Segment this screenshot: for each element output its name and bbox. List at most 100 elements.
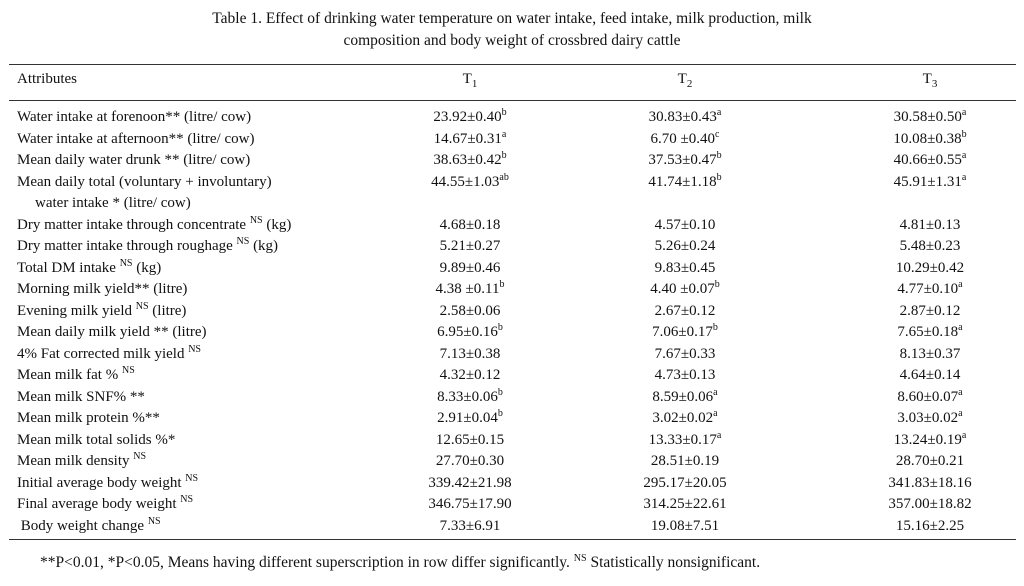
cell-value: 6.95±0.16 (437, 324, 498, 340)
row-label: Water intake at afternoon** (litre/ cow) (17, 129, 254, 151)
table-row: Mean milk protein %** 2.91±0.04b 3.02±0.02… (0, 408, 1024, 430)
cell-value: 19.08±7.51 (650, 517, 720, 534)
cell-value: 14.67±0.31 (433, 130, 502, 147)
cell-value: 37.53±0.47 (648, 152, 717, 168)
caption-line-1: Table 1. Effect of drinking water temper… (212, 10, 812, 27)
cell-t2: 13.33±0.17a (575, 430, 795, 452)
cell-t3: 45.91±1.31a (820, 172, 1024, 194)
cell-t2: 7.06±0.17b (575, 322, 795, 344)
cell-significance-letter: b (716, 150, 722, 161)
row-label-continuation: water intake * (litre/ cow) (35, 195, 191, 211)
header-t3-base: T (922, 71, 932, 87)
cell-t3: 15.16±2.25 (820, 516, 1024, 538)
header-t2: T2 (575, 71, 795, 90)
cell-value: 38.63±0.42 (433, 152, 502, 168)
row-label: Dry matter intake through roughage NS (k… (17, 236, 278, 258)
cell-significance-letter: a (713, 408, 718, 419)
cell-t1: 6.95±0.16b (360, 322, 580, 344)
cell-significance-letter: b (961, 128, 967, 140)
cell-value: 4.40 ±0.07 (650, 281, 715, 297)
cell-t2: 6.70 ±0.40c (575, 129, 795, 151)
cell-value: 314.25±22.61 (643, 496, 727, 512)
row-label-significance: NS (135, 300, 149, 312)
cell-value: 346.75±17.90 (428, 496, 512, 512)
cell-significance-letter: a (958, 322, 963, 333)
footnote: **P<0.01, *P<0.05, Means having differen… (40, 554, 760, 572)
bottom-rule (9, 539, 1016, 540)
row-label-text: Mean daily milk yield ** (litre) (17, 324, 207, 340)
cell-value: 30.58±0.50 (893, 109, 962, 125)
cell-t2: 4.73±0.13 (575, 365, 795, 387)
row-label-text: Mean milk fat % (17, 367, 122, 383)
cell-t3: 8.60±0.07a (820, 387, 1024, 409)
row-label-text: Water intake at afternoon** (litre/ cow) (17, 130, 255, 147)
cell-t3: 13.24±0.19a (820, 430, 1024, 452)
cell-significance-letter: b (501, 107, 507, 118)
cell-significance-letter: b (501, 150, 507, 161)
cell-t3: 357.00±18.82 (820, 494, 1024, 516)
cell-significance-letter: b (497, 322, 503, 333)
cell-value: 3.03±0.02 (897, 410, 959, 426)
cell-t2: 30.83±0.43a (575, 107, 795, 129)
cell-value: 357.00±18.82 (888, 496, 972, 512)
cell-t3: 7.65±0.18a (820, 322, 1024, 344)
row-label-text: Mean milk total solids %* (17, 431, 176, 448)
cell-significance-letter: b (716, 171, 722, 183)
cell-t2: 8.59±0.06a (575, 387, 795, 409)
cell-significance-letter: c (715, 128, 720, 140)
cell-value: 7.13±0.38 (439, 345, 501, 362)
cell-t1: 23.92±0.40b (360, 107, 580, 129)
row-label-unit: (kg) (262, 216, 292, 233)
table-row: Mean milk density NS 27.70±0.30 28.51±0.19… (0, 451, 1024, 473)
cell-value: 6.70 ±0.40 (650, 130, 716, 147)
row-label: Total DM intake NS (kg) (17, 258, 161, 280)
cell-t1: 12.65±0.15 (360, 430, 580, 452)
row-label: Mean daily total (voluntary + involuntar… (17, 172, 272, 194)
row-label-text: Dry matter intake through roughage (17, 238, 237, 254)
cell-t1: 2.91±0.04b (360, 408, 580, 430)
row-label-text: Final average body weight (17, 496, 181, 512)
cell-t3: 40.66±0.55a (820, 150, 1024, 172)
table-row: Evening milk yield NS (litre) 2.58±0.06 2.… (0, 301, 1024, 323)
cell-t2: 4.57±0.10 (575, 215, 795, 237)
header-t1-sub: 1 (471, 78, 478, 90)
cell-t3: 4.64±0.14 (820, 365, 1024, 387)
cell-t3: 4.81±0.13 (820, 215, 1024, 237)
cell-value: 2.58±0.06 (439, 302, 501, 319)
table-row: Morning milk yield** (litre) 4.38 ±0.11b 4… (0, 279, 1024, 301)
header-t3-sub: 3 (931, 78, 938, 90)
row-label-text: Evening milk yield (17, 302, 136, 319)
cell-value: 295.17±20.05 (643, 474, 727, 491)
cell-t2: 2.67±0.12 (575, 301, 795, 323)
table-row: Final average body weight NS 346.75±17.90… (0, 494, 1024, 516)
cell-value: 4.77±0.10 (897, 281, 959, 297)
table-row: Total DM intake NS (kg) 9.89±0.46 9.83±0.4… (0, 258, 1024, 280)
cell-value: 12.65±0.15 (435, 431, 505, 448)
row-label-significance: NS (147, 515, 161, 527)
row-label-text: Body weight change (17, 517, 148, 534)
footnote-ns: NS (573, 553, 587, 564)
row-label: Mean milk total solids %* (17, 430, 175, 452)
cell-significance-letter: a (961, 107, 967, 118)
cell-t3: 3.03±0.02a (820, 408, 1024, 430)
cell-value: 41.74±1.18 (648, 173, 717, 190)
cell-significance-letter: b (499, 279, 505, 290)
cell-value: 23.92±0.40 (433, 109, 502, 125)
table-row: Body weight change NS 7.33±6.91 19.08±7.51… (0, 516, 1024, 538)
cell-t1: 2.58±0.06 (360, 301, 580, 323)
table-row: Mean milk total solids %* 12.65±0.15 13.33… (0, 430, 1024, 452)
cell-t2: 37.53±0.47b (575, 150, 795, 172)
footnote-text: **P<0.01, *P<0.05, Means having differen… (40, 554, 574, 571)
cell-significance-letter: a (716, 107, 722, 118)
cell-t1: 346.75±17.90 (360, 494, 580, 516)
row-label: Evening milk yield NS (litre) (17, 301, 186, 323)
cell-value: 4.73±0.13 (654, 367, 716, 383)
row-label-text: Mean milk SNF% ** (17, 388, 145, 405)
cell-t2: 4.40 ±0.07b (575, 279, 795, 301)
cell-t1: 4.38 ±0.11b (360, 279, 580, 301)
cell-t2: 19.08±7.51 (575, 516, 795, 538)
header-t2-sub: 2 (686, 78, 693, 90)
cell-value: 7.33±6.91 (439, 517, 501, 534)
row-label: Final average body weight NS (17, 494, 193, 516)
cell-significance-letter: a (716, 429, 722, 441)
